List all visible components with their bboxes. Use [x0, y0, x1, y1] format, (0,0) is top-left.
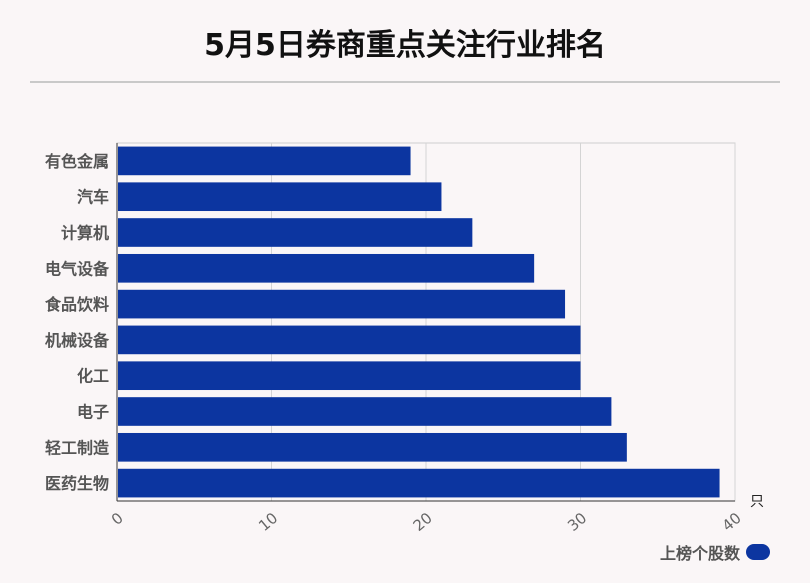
- legend: 上榜个股数: [660, 540, 770, 564]
- bar: [118, 289, 566, 319]
- x-tick-label: 10: [255, 509, 281, 535]
- category-label: 计算机: [61, 224, 109, 243]
- bars: [118, 146, 720, 498]
- category-label: 轻工制造: [45, 438, 110, 457]
- bar: [118, 397, 612, 426]
- legend-swatch: [746, 544, 770, 560]
- category-label: 机械设备: [45, 331, 110, 350]
- bar: [118, 253, 535, 283]
- bar: [118, 325, 581, 355]
- x-tick-label: 0: [108, 509, 127, 529]
- category-label: 医药生物: [45, 474, 109, 493]
- category-label: 食品饮料: [44, 295, 109, 314]
- legend-label: 上榜个股数: [659, 544, 740, 563]
- bar: [118, 361, 581, 391]
- category-label: 化工: [77, 367, 109, 386]
- x-tick-label: 20: [410, 509, 436, 535]
- x-unit-label: 只: [750, 494, 764, 510]
- category-label: 电气设备: [45, 259, 110, 278]
- bar: [118, 182, 442, 212]
- x-tick-labels: 0 10 20 30 40: [108, 509, 745, 535]
- category-label: 汽车: [77, 188, 109, 207]
- bar: [118, 432, 627, 462]
- bar: [118, 218, 473, 247]
- chart-title: 5月5日券商重点关注行业排名: [204, 28, 606, 63]
- bar: [118, 146, 411, 176]
- x-tick-label: 40: [719, 509, 745, 535]
- x-tick-label: 30: [564, 509, 590, 535]
- category-label: 有色金属: [45, 152, 109, 171]
- bar: [118, 468, 720, 498]
- title-divider: [30, 81, 780, 83]
- category-label: 电子: [77, 403, 109, 422]
